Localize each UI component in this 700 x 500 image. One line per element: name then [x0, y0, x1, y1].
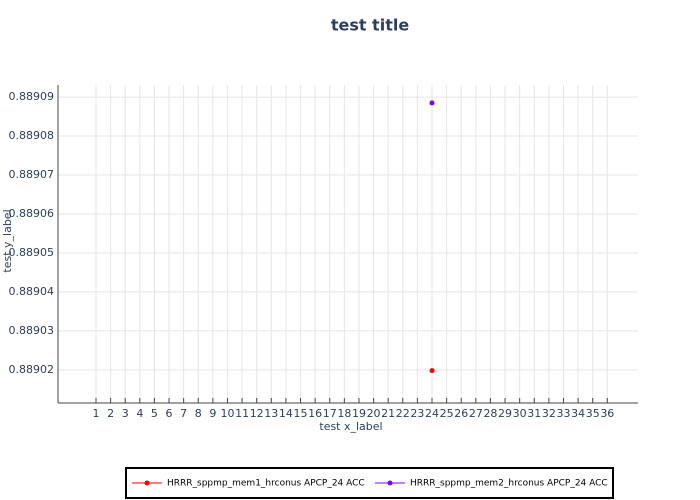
x-tick-label: 32: [542, 407, 556, 420]
x-tick-label: 29: [498, 407, 512, 420]
y-tick-label: 0.88906: [9, 207, 55, 220]
y-tick-label: 0.88907: [9, 168, 55, 181]
x-tick-label: 26: [454, 407, 468, 420]
x-tick-label: 6: [166, 407, 173, 420]
x-tick-label: 7: [180, 407, 187, 420]
x-tick-label: 23: [410, 407, 424, 420]
x-tick-label: 18: [337, 407, 351, 420]
legend-marker: [387, 480, 393, 486]
y-tick-label: 0.88903: [9, 324, 55, 337]
x-tick-label: 3: [122, 407, 129, 420]
x-tick-label: 21: [381, 407, 395, 420]
x-tick-label: 2: [107, 407, 114, 420]
x-tick-label: 25: [440, 407, 454, 420]
x-tick-label: 12: [250, 407, 264, 420]
x-tick-label: 15: [294, 407, 308, 420]
x-tick-label: 22: [396, 407, 410, 420]
x-tick-label: 30: [513, 407, 527, 420]
x-tick-label: 8: [195, 407, 202, 420]
x-tick-label: 17: [323, 407, 337, 420]
y-tick-label: 0.88902: [9, 363, 55, 376]
x-tick-label: 14: [279, 407, 293, 420]
x-tick-label: 35: [586, 407, 600, 420]
y-tick-label: 0.88909: [9, 90, 55, 103]
y-axis-label: test y_label: [1, 209, 14, 272]
x-tick-label: 36: [600, 407, 614, 420]
x-tick-label: 19: [352, 407, 366, 420]
x-tick-label: 24: [425, 407, 439, 420]
x-tick-label: 34: [571, 407, 585, 420]
x-tick-label: 28: [483, 407, 497, 420]
legend-label: HRRR_sppmp_mem1_hrconus APCP_24 ACC: [167, 479, 365, 489]
x-tick-label: 20: [367, 407, 381, 420]
x-axis-label: test x_label: [319, 420, 382, 433]
y-tick-label: 0.88904: [9, 285, 55, 298]
x-tick-label: 13: [264, 407, 278, 420]
y-tick-label: 0.88905: [9, 246, 55, 259]
legend-box: [125, 467, 614, 499]
chart-title: test title: [331, 16, 410, 35]
point: [429, 100, 435, 106]
x-tick-label: 4: [136, 407, 143, 420]
x-tick-label: 27: [469, 407, 483, 420]
y-tick-label: 0.88908: [9, 129, 55, 142]
x-tick-label: 5: [151, 407, 158, 420]
x-tick-label: 33: [556, 407, 570, 420]
x-tick-label: 9: [209, 407, 216, 420]
x-tick-label: 10: [220, 407, 234, 420]
x-tick-label: 16: [308, 407, 322, 420]
x-tick-label: 31: [527, 407, 541, 420]
legend-label: HRRR_sppmp_mem2_hrconus APCP_24 ACC: [410, 479, 608, 489]
legend-marker: [144, 480, 150, 486]
x-tick-label: 1: [92, 407, 99, 420]
point: [429, 368, 435, 374]
x-tick-label: 11: [235, 407, 249, 420]
